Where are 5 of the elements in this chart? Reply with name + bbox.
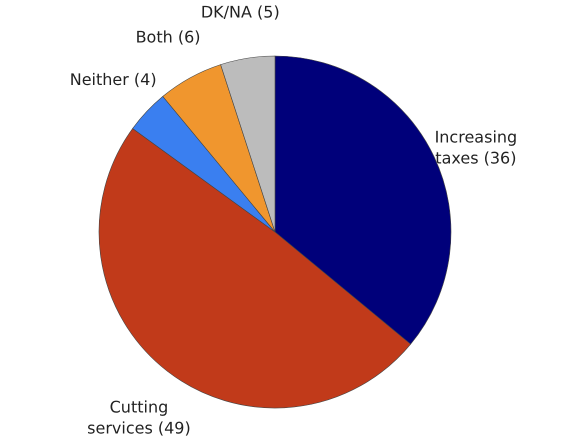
slice-label: Cutting services (49) <box>87 397 191 438</box>
slice-label: Both (6) <box>136 27 201 46</box>
slice-label: DK/NA (5) <box>200 2 280 22</box>
slice-label: Neither (4) <box>70 70 157 90</box>
slice-label: Increasing taxes (36) <box>434 127 518 168</box>
